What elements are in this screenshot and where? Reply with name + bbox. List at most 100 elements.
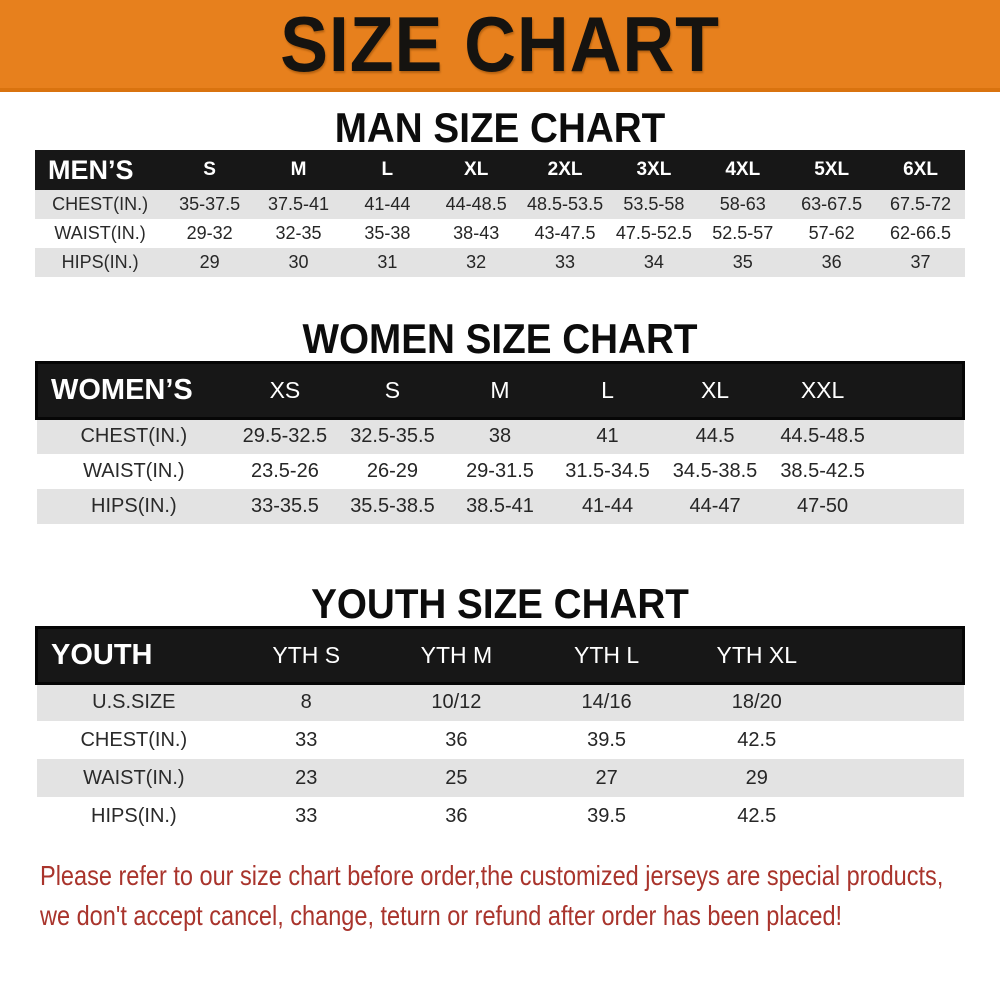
table-row: U.S.SIZE 8 10/12 14/16 18/20: [36, 683, 964, 721]
spacer-cell: [876, 489, 963, 524]
value-cell: 30: [288, 252, 309, 272]
value-cell: 38.5-42.5: [780, 459, 865, 482]
value-cell: 42.5: [737, 728, 777, 751]
value-cell: 29.5-32.5: [242, 425, 328, 448]
youth-size-table: YOUTH YTH S YTH M YTH L YTH XL U.S.SIZE 8 10/1…: [35, 626, 965, 835]
table-row: CHEST(IN.) 35-37.5 37.5-41 41-44 44-48.5 48.5…: [35, 190, 965, 219]
notice-line-2: we don't accept cancel, change, teturn o…: [40, 900, 843, 931]
row-label: WAIST(IN.): [83, 766, 185, 789]
size-column-header: YTH S: [272, 641, 341, 668]
value-cell: 47.5-52.5: [615, 223, 692, 243]
table-corner-label: MEN’S: [48, 154, 134, 185]
row-label: CHEST(IN.): [80, 425, 188, 448]
spacer-cell: [832, 627, 964, 683]
men-table-body: CHEST(IN.) 35-37.5 37.5-41 41-44 44-48.5 48.5…: [35, 190, 965, 277]
header-row: YOUTH YTH S YTH M YTH L YTH XL: [36, 627, 964, 683]
women-table-body: CHEST(IN.) 29.5-32.5 32.5-35.5 38 41 44.5 44.5…: [36, 418, 964, 524]
value-cell: 33: [555, 252, 576, 272]
size-column-header: 3XL: [636, 159, 672, 180]
value-cell: 33: [295, 728, 318, 751]
banner: SIZE CHART: [0, 0, 1000, 92]
spacer-cell: [876, 419, 963, 454]
size-column-header: YTH XL: [716, 641, 798, 668]
women-section-title: WOMEN SIZE CHART: [302, 315, 698, 362]
value-cell: 33: [295, 804, 318, 827]
table-row: WAIST(IN.) 29-32 32-35 35-38 38-43 43-47.5 47.…: [35, 219, 965, 248]
women-table-header: WOMEN’S XS S M L XL XXL: [36, 362, 964, 419]
value-cell: 62-66.5: [890, 223, 952, 243]
table-row: HIPS(IN.) 29 30 31 32 33 34 35 36 37: [35, 248, 965, 277]
spacer-cell: [876, 454, 963, 489]
value-cell: 32: [466, 252, 487, 272]
value-cell: 35.5-38.5: [350, 494, 435, 517]
value-cell: 63-67.5: [801, 194, 863, 214]
value-cell: 41-44: [581, 494, 634, 517]
value-cell: 44-48.5: [445, 194, 507, 214]
value-cell: 14/16: [581, 691, 632, 714]
men-size-table: MEN’S S M L XL 2XL 3XL 4XL 5XL 6XL CHEST(IN.) 35-3…: [35, 150, 965, 277]
table-row: CHEST(IN.) 33 36 39.5 42.5: [36, 721, 964, 759]
value-cell: 18/20: [731, 691, 782, 714]
value-cell: 29-31.5: [466, 459, 534, 482]
value-cell: 44.5: [695, 425, 735, 448]
value-cell: 37.5-41: [267, 194, 329, 214]
value-cell: 10/12: [431, 691, 482, 714]
women-size-table: WOMEN’S XS S M L XL XXL CHEST(IN.) 29.5-32.5 32.…: [35, 361, 965, 524]
table-row: HIPS(IN.) 33-35.5 35.5-38.5 38.5-41 41-44 44-…: [36, 488, 964, 524]
size-column-header: 4XL: [725, 159, 761, 180]
youth-table-body: U.S.SIZE 8 10/12 14/16 18/20 CHEST(IN.) 33 36 39…: [36, 683, 964, 835]
value-cell: 38.5-41: [466, 494, 534, 517]
value-cell: 34.5-38.5: [672, 459, 758, 482]
value-cell: 29: [199, 252, 220, 272]
value-cell: 35: [732, 252, 753, 272]
row-label: U.S.SIZE: [92, 691, 176, 714]
size-column-header: M: [490, 377, 510, 403]
size-column-header: L: [381, 159, 394, 180]
row-label: HIPS(IN.): [61, 252, 139, 272]
value-cell: 41: [596, 425, 619, 448]
table-row: CHEST(IN.) 29.5-32.5 32.5-35.5 38 41 44.5 44.5…: [36, 418, 964, 454]
value-cell: 38: [488, 425, 512, 448]
size-column-header: XS: [269, 377, 301, 403]
size-chart-page: SIZE CHART MAN SIZE CHART MEN’S S M L XL 2XL 3…: [0, 0, 1000, 933]
spacer-cell: [832, 683, 964, 721]
value-cell: 42.5: [737, 804, 777, 827]
spacer-cell: [832, 759, 964, 797]
value-cell: 53.5-58: [623, 194, 685, 214]
size-column-header: M: [290, 159, 307, 180]
table-row: WAIST(IN.) 23.5-26 26-29 29-31.5 31.5-34.5 34…: [36, 453, 964, 489]
men-table-header: MEN’S S M L XL 2XL 3XL 4XL 5XL 6XL: [35, 150, 965, 190]
value-cell: 67.5-72: [890, 194, 952, 214]
table-corner-label: YOUTH: [51, 638, 153, 671]
value-cell: 36: [821, 252, 842, 272]
table-row: WAIST(IN.) 23 25 27 29: [36, 759, 964, 797]
header-row: WOMEN’S XS S M L XL XXL: [36, 362, 964, 419]
men-section: MAN SIZE CHART MEN’S S M L XL 2XL 3XL 4XL 5XL 6XL…: [0, 106, 1000, 277]
size-column-header: S: [384, 377, 401, 403]
value-cell: 23.5-26: [251, 459, 319, 482]
spacer-cell: [832, 797, 964, 835]
size-column-header: 2XL: [547, 159, 583, 180]
row-label: WAIST(IN.): [54, 223, 146, 243]
value-cell: 44.5-48.5: [780, 425, 865, 448]
value-cell: 36: [445, 804, 468, 827]
page-title: SIZE CHART: [280, 0, 720, 88]
footer-notice: Please refer to our size chart before or…: [0, 859, 1000, 933]
value-cell: 57-62: [808, 223, 855, 243]
value-cell: 39.5: [587, 728, 627, 751]
size-column-header: XXL: [800, 377, 845, 403]
value-cell: 27: [595, 766, 618, 789]
value-cell: 23: [295, 766, 318, 789]
row-label: WAIST(IN.): [83, 459, 185, 482]
value-cell: 44-47: [689, 494, 741, 517]
value-cell: 37: [910, 252, 931, 272]
row-label: HIPS(IN.): [91, 494, 177, 517]
spacer-cell: [832, 721, 964, 759]
table-row: HIPS(IN.) 33 36 39.5 42.5: [36, 797, 964, 835]
value-cell: 48.5-53.5: [527, 194, 604, 214]
size-column-header: XL: [700, 377, 730, 403]
value-cell: 31.5-34.5: [565, 459, 650, 482]
row-label: CHEST(IN.): [80, 728, 188, 751]
value-cell: 32.5-35.5: [350, 425, 435, 448]
size-column-header: XL: [464, 159, 489, 180]
